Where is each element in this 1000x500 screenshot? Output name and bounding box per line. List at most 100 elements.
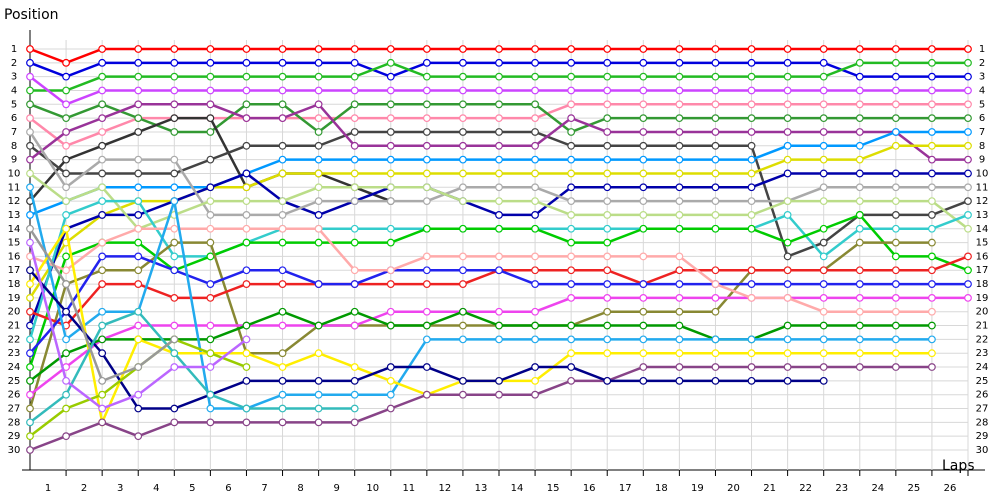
point bbox=[170, 293, 179, 302]
point bbox=[170, 155, 179, 164]
point bbox=[62, 141, 70, 150]
point bbox=[891, 86, 900, 95]
point bbox=[711, 363, 720, 371]
point bbox=[386, 114, 395, 123]
point bbox=[170, 321, 179, 330]
point bbox=[855, 224, 864, 233]
point bbox=[386, 390, 395, 399]
point bbox=[98, 404, 107, 413]
point bbox=[206, 72, 215, 81]
point bbox=[170, 335, 179, 344]
point bbox=[26, 183, 34, 192]
point bbox=[459, 86, 467, 95]
y-tick-label: 14 bbox=[8, 224, 21, 235]
point bbox=[170, 45, 179, 53]
point bbox=[747, 376, 756, 385]
point bbox=[603, 128, 612, 136]
point bbox=[98, 376, 107, 385]
y-tick-label: 28 bbox=[8, 417, 21, 428]
point bbox=[422, 100, 431, 109]
point bbox=[783, 86, 792, 95]
y-tick-label: 13 bbox=[8, 210, 21, 221]
point bbox=[170, 72, 179, 81]
x-tick-label: 5 bbox=[189, 483, 195, 494]
point bbox=[26, 335, 34, 344]
point bbox=[964, 293, 972, 302]
point bbox=[531, 72, 539, 81]
point bbox=[98, 114, 107, 123]
point bbox=[495, 321, 503, 330]
point bbox=[495, 335, 503, 344]
point bbox=[819, 155, 828, 164]
y-tick-label-right: 11 bbox=[976, 182, 989, 193]
point bbox=[62, 58, 70, 67]
point bbox=[242, 58, 251, 67]
point bbox=[891, 335, 900, 344]
point bbox=[639, 224, 648, 233]
y-axis-title: Position bbox=[4, 7, 59, 23]
y-tick-label: 17 bbox=[8, 265, 21, 276]
point bbox=[675, 183, 684, 192]
y-tick-label-right: 19 bbox=[976, 293, 989, 304]
point bbox=[747, 335, 756, 344]
point bbox=[386, 58, 395, 67]
point bbox=[206, 114, 215, 123]
point bbox=[206, 86, 215, 95]
point bbox=[134, 128, 143, 136]
point bbox=[603, 293, 612, 302]
x-tick-label: 19 bbox=[691, 483, 704, 494]
point bbox=[242, 211, 251, 219]
point bbox=[170, 349, 179, 358]
series-line bbox=[29, 365, 932, 452]
point bbox=[567, 293, 576, 302]
point bbox=[278, 72, 287, 81]
point bbox=[62, 307, 70, 316]
y-tick-label-right: 29 bbox=[976, 431, 989, 442]
point bbox=[26, 169, 34, 178]
point bbox=[855, 72, 864, 81]
point bbox=[711, 280, 720, 288]
point bbox=[567, 238, 576, 247]
point bbox=[62, 183, 70, 192]
point bbox=[711, 86, 720, 95]
point bbox=[747, 114, 756, 123]
point bbox=[314, 128, 323, 136]
point bbox=[495, 266, 503, 275]
y-tick-label: 3 bbox=[11, 72, 17, 83]
point bbox=[928, 266, 936, 275]
point bbox=[495, 183, 503, 192]
x-tick-label: 20 bbox=[727, 483, 740, 494]
point bbox=[675, 280, 684, 288]
y-tick-label-right: 28 bbox=[976, 417, 989, 428]
point bbox=[495, 45, 503, 53]
point bbox=[98, 197, 107, 206]
x-tick-label: 7 bbox=[261, 483, 267, 494]
point bbox=[134, 363, 143, 371]
point bbox=[891, 238, 900, 247]
point bbox=[206, 390, 215, 399]
point bbox=[675, 321, 684, 330]
point bbox=[62, 114, 70, 123]
point bbox=[278, 280, 287, 288]
point bbox=[459, 128, 467, 136]
y-tick-label: 15 bbox=[8, 238, 21, 249]
point bbox=[531, 280, 539, 288]
point bbox=[26, 45, 34, 53]
point bbox=[242, 72, 251, 81]
point bbox=[675, 100, 684, 109]
point bbox=[747, 280, 756, 288]
point bbox=[603, 45, 612, 53]
point bbox=[459, 390, 467, 399]
point bbox=[928, 321, 936, 330]
y-tick-label: 29 bbox=[8, 431, 21, 442]
point bbox=[134, 58, 143, 67]
point bbox=[675, 114, 684, 123]
point bbox=[314, 141, 323, 150]
point bbox=[314, 280, 323, 288]
point bbox=[819, 238, 828, 247]
point bbox=[314, 58, 323, 67]
point bbox=[531, 266, 539, 275]
point bbox=[819, 45, 828, 53]
point bbox=[711, 197, 720, 206]
point bbox=[603, 252, 612, 261]
